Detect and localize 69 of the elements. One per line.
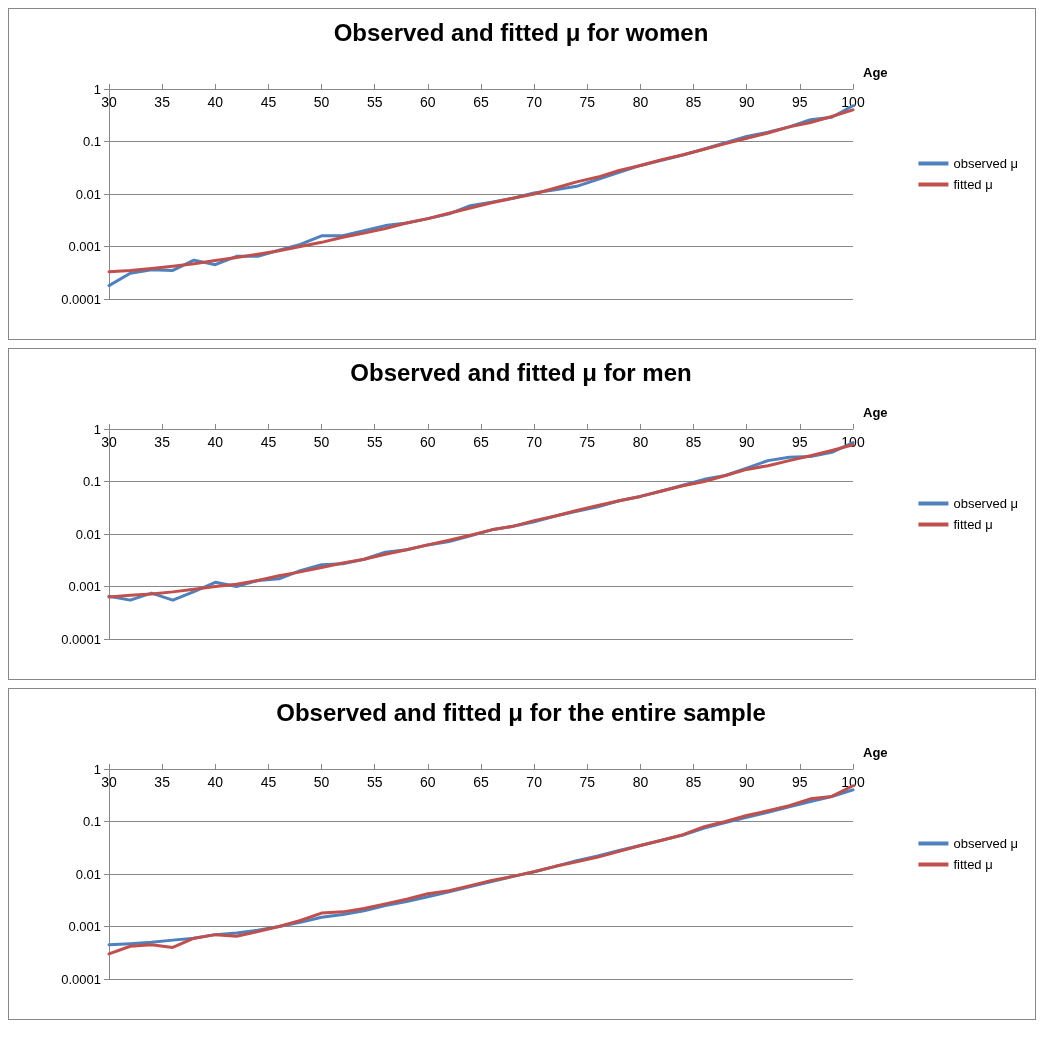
x-tick-label: 50 [313, 774, 330, 790]
x-tick-label: 85 [685, 774, 702, 790]
x-tick-label: 50 [313, 94, 330, 110]
x-tick-label: 65 [473, 434, 489, 450]
x-tick-label: 60 [420, 94, 436, 110]
x-tick-label: 75 [579, 434, 596, 450]
x-tick-label: 70 [526, 94, 543, 110]
x-tick-label: 85 [685, 94, 702, 110]
legend-label: fitted μ [953, 517, 993, 532]
x-tick-label: 35 [154, 774, 171, 790]
y-tick-label: 0.1 [82, 474, 101, 489]
x-axis-title: Age [863, 65, 888, 80]
x-axis-title: Age [863, 405, 888, 420]
x-tick-label: 90 [738, 434, 755, 450]
y-tick-label: 0.0001 [61, 631, 101, 647]
x-tick-label: 65 [473, 94, 489, 110]
y-tick-label: 0.001 [68, 239, 101, 254]
x-tick-label: 40 [207, 94, 224, 110]
x-tick-label: 90 [738, 94, 755, 110]
x-tick-label: 40 [207, 774, 224, 790]
y-tick-label: 0.01 [75, 526, 101, 542]
x-tick-label: 60 [420, 774, 436, 790]
x-tick-label: 35 [154, 94, 171, 110]
chart-title: Observed and fitted μ for the entire sample [276, 698, 766, 726]
y-tick-label: 0.001 [68, 919, 101, 934]
y-tick-label: 1 [93, 81, 101, 97]
legend-label: observed μ [953, 836, 1019, 851]
x-tick-label: 45 [260, 434, 277, 450]
y-tick-label: 0.01 [75, 866, 101, 882]
x-tick-label: 35 [154, 434, 171, 450]
x-tick-label: 30 [101, 94, 117, 110]
x-tick-label: 75 [579, 774, 596, 790]
x-tick-label: 75 [579, 94, 596, 110]
x-tick-label: 55 [366, 434, 383, 450]
x-tick-label: 60 [420, 434, 436, 450]
chart-title: Observed and fitted μ for men [350, 358, 692, 386]
x-tick-label: 45 [260, 774, 277, 790]
legend-label: fitted μ [953, 177, 993, 192]
x-tick-label: 95 [792, 94, 808, 110]
legend-label: observed μ [953, 156, 1019, 171]
y-tick-label: 0.001 [68, 579, 101, 594]
x-tick-label: 50 [313, 434, 330, 450]
y-tick-label: 0.1 [82, 134, 101, 149]
x-axis-title: Age [863, 745, 888, 760]
y-tick-label: 0.01 [75, 186, 101, 202]
x-tick-label: 55 [366, 774, 383, 790]
x-tick-label: 80 [632, 434, 649, 450]
x-tick-label: 95 [792, 774, 808, 790]
x-tick-label: 65 [473, 774, 489, 790]
x-tick-label: 85 [685, 434, 702, 450]
x-tick-label: 90 [738, 774, 755, 790]
x-tick-label: 80 [632, 94, 649, 110]
y-tick-label: 1 [93, 761, 101, 777]
y-tick-label: 1 [93, 421, 101, 437]
x-tick-label: 40 [207, 434, 224, 450]
x-tick-label: 30 [101, 774, 117, 790]
x-tick-label: 70 [526, 774, 543, 790]
y-tick-label: 0.0001 [61, 971, 101, 987]
x-tick-label: 80 [632, 774, 649, 790]
legend-label: observed μ [953, 496, 1019, 511]
x-tick-label: 55 [366, 94, 383, 110]
x-tick-label: 30 [101, 434, 117, 450]
legend-label: fitted μ [953, 857, 993, 872]
y-tick-label: 0.1 [82, 814, 101, 829]
x-tick-label: 70 [526, 434, 543, 450]
chart-title: Observed and fitted μ for women [333, 18, 709, 46]
x-tick-label: 95 [792, 434, 808, 450]
y-tick-label: 0.0001 [61, 291, 101, 307]
x-tick-label: 45 [260, 94, 277, 110]
